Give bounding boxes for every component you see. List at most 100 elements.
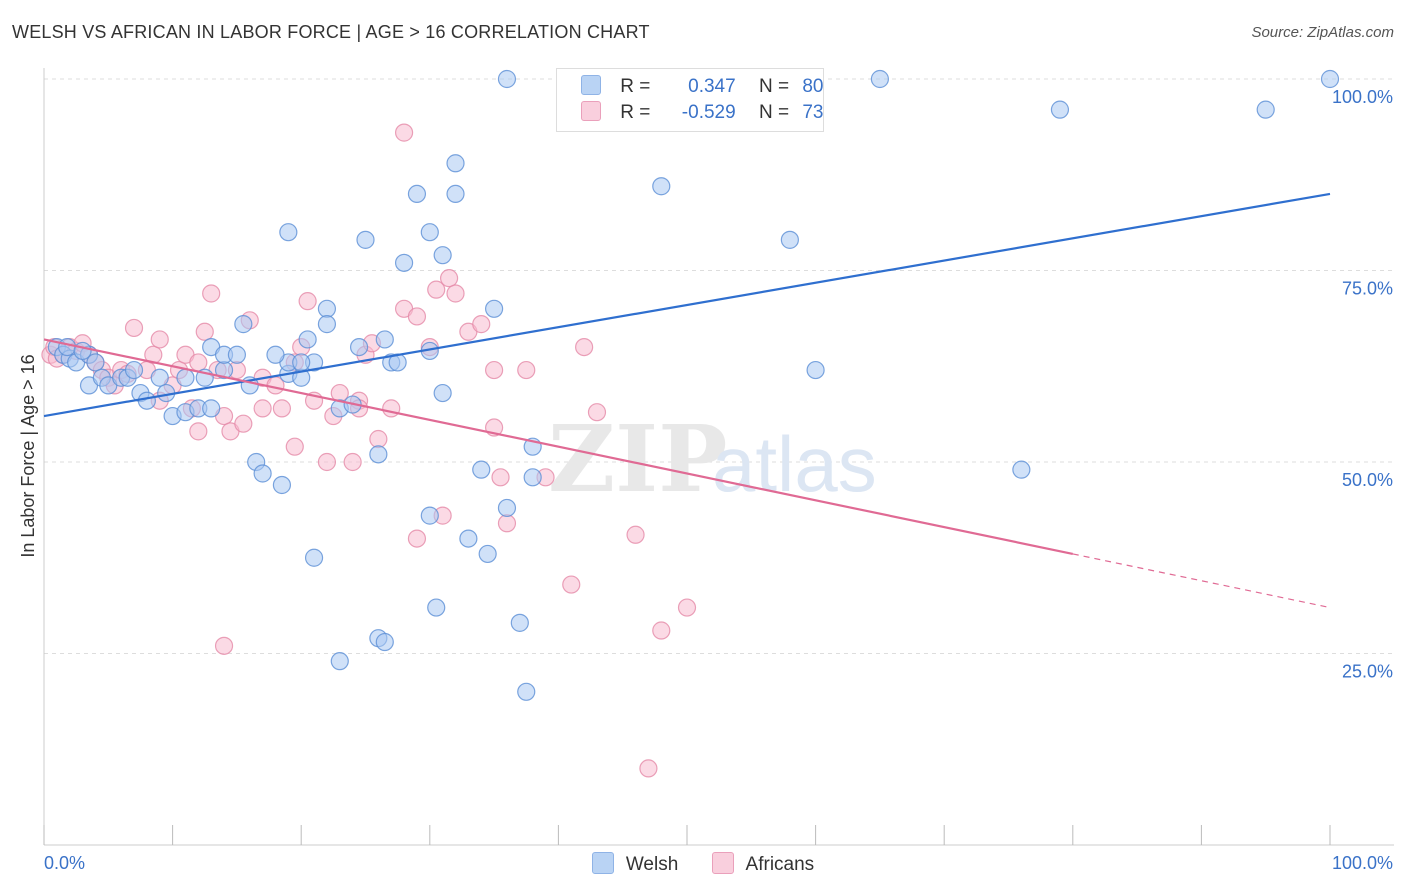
welsh-point	[375, 632, 394, 652]
africans-point	[150, 330, 169, 349]
source-credit: Source: ZipAtlas.com	[1251, 24, 1394, 41]
series-legend: Welsh Africans	[0, 852, 1406, 876]
welsh-point	[485, 299, 504, 318]
legend-row-welsh: R = 0.347 N = 80	[581, 75, 823, 101]
africans-point	[343, 452, 362, 472]
africans-point	[189, 353, 208, 372]
africans-point	[214, 636, 234, 655]
welsh-point	[330, 652, 349, 671]
welsh-point	[202, 399, 221, 418]
y-tick-label: 75.0%	[1342, 279, 1393, 299]
welsh-point	[472, 460, 491, 479]
legend-r-value-africans: -0.529	[681, 102, 736, 123]
africans-point	[195, 322, 214, 341]
welsh-point	[420, 223, 439, 242]
welsh-point	[279, 223, 298, 242]
welsh-point	[234, 315, 253, 334]
legend-swatch-welsh	[581, 75, 601, 95]
axes	[43, 68, 1394, 846]
africans-point	[234, 414, 253, 433]
welsh-point	[150, 368, 169, 387]
legend-label-welsh: Welsh	[625, 854, 679, 875]
africans-point	[407, 307, 427, 326]
watermark-atlas: atlas	[712, 420, 877, 508]
legend-item-africans[interactable]: Africans	[711, 852, 815, 876]
y-axis-label: In Labor Force | Age > 16	[18, 354, 38, 557]
welsh-point	[356, 230, 375, 249]
welsh-point	[369, 445, 388, 464]
welsh-point	[517, 682, 536, 701]
africans-point	[439, 269, 459, 288]
welsh-point	[272, 475, 292, 495]
welsh-point	[407, 184, 427, 203]
welsh-point	[478, 544, 497, 564]
welsh-point	[780, 230, 799, 249]
africans-trend-extension	[1072, 553, 1331, 609]
africans-point	[491, 468, 510, 487]
africans-point	[394, 123, 414, 142]
africans-point	[446, 284, 465, 303]
welsh-point	[870, 69, 890, 89]
welsh-point	[298, 330, 317, 349]
y-tick-label: 100.0%	[1332, 87, 1393, 107]
welsh-point	[124, 360, 144, 380]
legend-swatch-africans	[581, 101, 601, 121]
y-tick-label: 25.0%	[1342, 662, 1393, 682]
africans-point	[575, 338, 594, 357]
legend-item-welsh[interactable]: Welsh	[591, 852, 679, 876]
africans-point	[626, 525, 645, 544]
welsh-point	[497, 69, 517, 89]
legend-r-value-welsh: 0.347	[688, 76, 736, 97]
legend-row-africans: R = -0.529 N = 73	[581, 101, 823, 127]
welsh-point	[523, 468, 542, 487]
africans-point	[485, 360, 504, 380]
africans-point	[124, 318, 144, 338]
legend-n-label: N =	[758, 76, 790, 97]
welsh-point	[304, 548, 324, 567]
africans-trend-line	[43, 338, 1074, 555]
welsh-point	[292, 353, 311, 372]
legend-n-value-africans: 73	[802, 102, 824, 123]
legend-r-label: R =	[620, 76, 651, 97]
welsh-point	[58, 338, 77, 357]
welsh-trend-line	[43, 192, 1331, 418]
tick-labels: 25.0% 50.0% 75.0% 100.0% 0.0% 100.0%	[44, 87, 1393, 873]
welsh-point	[446, 154, 465, 173]
africans-point	[285, 437, 304, 456]
africans-point	[382, 399, 401, 418]
africans-point	[427, 280, 446, 299]
welsh-point	[459, 529, 478, 548]
welsh-point	[446, 184, 465, 203]
welsh-point	[510, 613, 529, 632]
africans-point	[639, 759, 658, 778]
welsh-point	[652, 177, 671, 196]
watermark-zip: ZIP	[548, 405, 727, 513]
legend-swatch-welsh	[591, 852, 614, 874]
welsh-point	[427, 598, 446, 617]
africans-point	[562, 575, 581, 594]
welsh-point	[137, 391, 156, 410]
y-tick-label: 50.0%	[1342, 470, 1393, 490]
welsh-point	[266, 345, 285, 364]
africans-point	[407, 529, 427, 548]
welsh-point	[86, 353, 105, 372]
africans-point	[202, 284, 221, 303]
welsh-point	[349, 338, 369, 357]
africans-point	[497, 514, 517, 533]
welsh-point	[227, 345, 246, 364]
legend-n-value-welsh: 80	[802, 76, 824, 97]
chart-title: WELSH VS AFRICAN IN LABOR FORCE | AGE > …	[12, 22, 650, 42]
welsh-point	[1320, 69, 1340, 89]
welsh-point	[806, 360, 825, 380]
trend-lines	[43, 192, 1331, 609]
data-points	[41, 69, 1340, 778]
welsh-point	[176, 368, 195, 387]
x-tick-label: 0.0%	[44, 853, 85, 873]
legend-label-africans: Africans	[745, 854, 815, 875]
legend-r-label: R =	[620, 102, 651, 123]
welsh-point	[420, 506, 439, 525]
welsh-point	[1050, 100, 1070, 119]
africans-point	[677, 598, 697, 617]
africans-point	[369, 429, 388, 449]
